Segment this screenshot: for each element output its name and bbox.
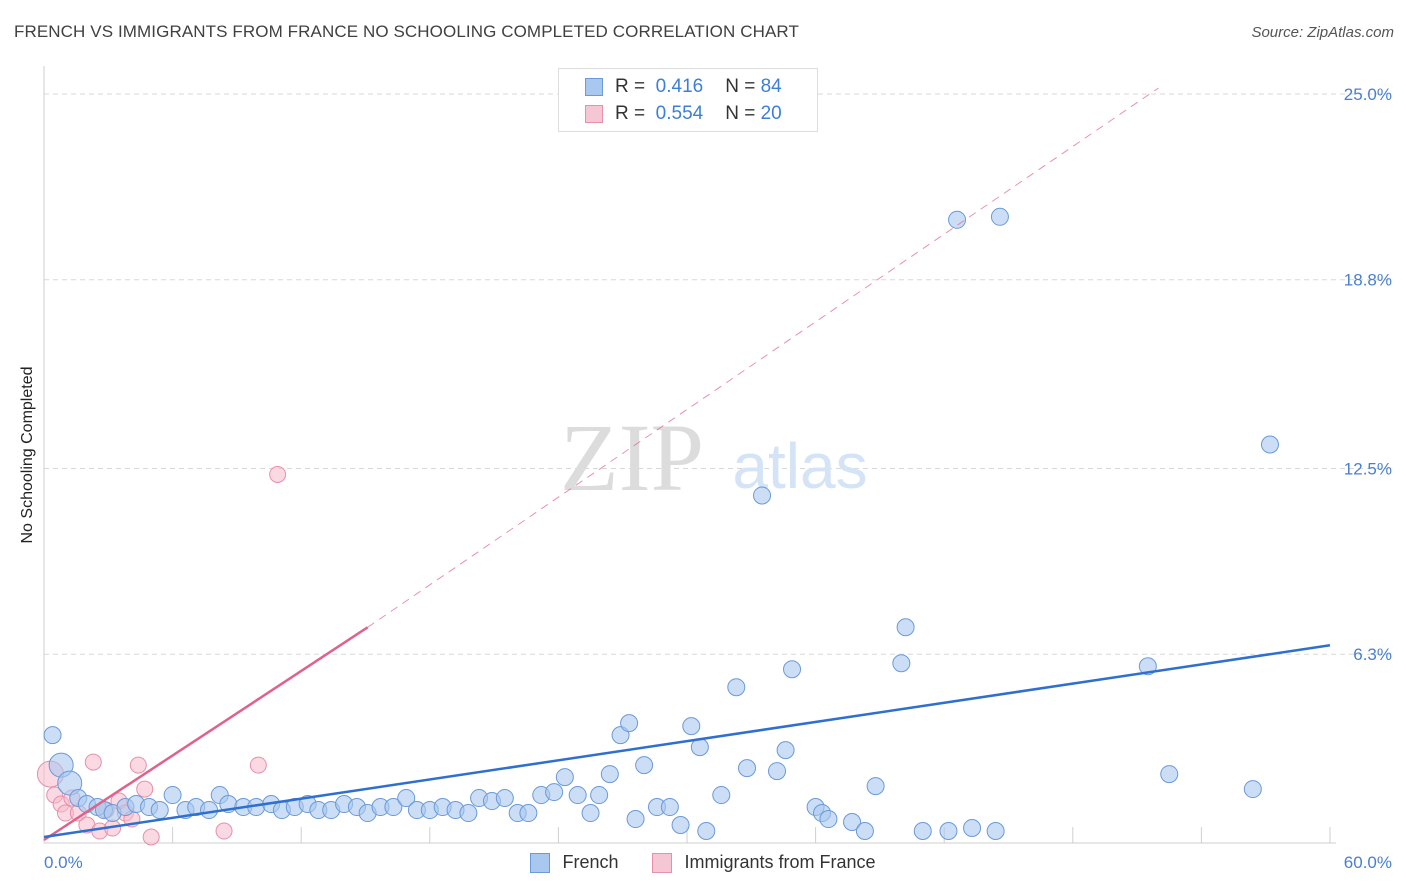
- french-point: [738, 759, 757, 778]
- french-point: [459, 804, 478, 823]
- y-tick-label: 25.0%: [1344, 85, 1392, 104]
- french-point: [892, 654, 911, 673]
- immigrants-point: [215, 822, 233, 840]
- legend-n-value: 20: [760, 103, 782, 124]
- french-point: [697, 822, 716, 841]
- y-tick-label: 6.3%: [1353, 645, 1392, 664]
- bottom-legend-swatch-immigrants: [652, 852, 673, 873]
- french-point: [620, 714, 639, 733]
- immigrants-point: [142, 828, 160, 846]
- bottom-legend: French Immigrants from France: [0, 852, 1406, 873]
- chart-title: FRENCH VS IMMIGRANTS FROM FRANCE NO SCHO…: [14, 22, 799, 41]
- bottom-legend-french[interactable]: French: [530, 852, 618, 873]
- bottom-legend-immigrants[interactable]: Immigrants from France: [652, 852, 876, 873]
- french-point: [913, 822, 932, 841]
- legend-n-label: N =: [725, 103, 756, 124]
- french-point: [626, 810, 645, 829]
- french-point: [776, 741, 795, 760]
- legend-r-value: 0.554: [655, 103, 704, 124]
- french-point: [783, 660, 802, 679]
- french-point: [671, 816, 690, 835]
- legend-r-label: R =: [615, 103, 646, 124]
- french-points: [43, 207, 1279, 841]
- french-point: [753, 486, 772, 505]
- french-point: [866, 777, 885, 796]
- immigrants-trend-line: [43, 626, 369, 842]
- french-point: [555, 768, 574, 787]
- watermark: ZIP atlas: [560, 404, 868, 511]
- french-point: [768, 762, 787, 781]
- y-tick-label: 12.5%: [1344, 459, 1392, 478]
- trend-lines: [43, 87, 1331, 842]
- french-point: [819, 810, 838, 829]
- french-point: [545, 783, 564, 802]
- french-point: [1138, 657, 1157, 676]
- french-point: [1160, 765, 1179, 784]
- legend-n-label: N =: [725, 76, 756, 97]
- french-point: [1260, 435, 1279, 454]
- immigrants-trend-extension: [367, 87, 1159, 628]
- tick-labels: 6.3% 12.5% 18.8% 25.0% 0.0% 60.0%: [44, 85, 1392, 872]
- french-point: [963, 819, 982, 838]
- french-point: [939, 822, 958, 841]
- legend-box: R = 0.416 N = 84 R = 0.554 N = 20: [558, 68, 818, 132]
- y-tick-label: 18.8%: [1344, 271, 1392, 290]
- french-point: [495, 789, 514, 808]
- bottom-legend-label-immigrants: Immigrants from France: [684, 852, 876, 872]
- legend-r-label: R =: [615, 76, 646, 97]
- french-point: [163, 786, 182, 805]
- immigrants-point: [136, 780, 154, 798]
- x-tick-label: 0.0%: [44, 853, 83, 872]
- immigrants-point: [84, 753, 102, 771]
- french-point: [150, 801, 169, 820]
- french-point: [896, 618, 915, 637]
- french-point: [590, 786, 609, 805]
- french-point: [843, 813, 862, 832]
- legend-r-value: 0.416: [655, 76, 704, 97]
- immigrants-point: [269, 465, 287, 483]
- x-tick-label: 60.0%: [1344, 853, 1392, 872]
- french-point: [397, 789, 416, 808]
- watermark-zip: ZIP: [560, 404, 704, 511]
- french-point: [727, 678, 746, 697]
- french-point: [57, 770, 83, 796]
- french-point: [682, 717, 701, 736]
- legend-row-french: R = 0.416 N = 84: [585, 75, 782, 99]
- french-trend-line: [43, 644, 1331, 839]
- source-label: Source: ZipAtlas.com: [1251, 24, 1394, 41]
- french-point: [1243, 780, 1262, 799]
- legend-n-value: 84: [760, 76, 782, 97]
- bottom-legend-swatch-french: [530, 852, 551, 873]
- french-point: [43, 726, 62, 745]
- french-point: [384, 798, 403, 817]
- french-point: [635, 756, 654, 775]
- french-point: [855, 822, 874, 841]
- french-point: [568, 786, 587, 805]
- watermark-atlas: atlas: [732, 430, 867, 502]
- legend-swatch-immigrants: [585, 105, 603, 123]
- french-point: [600, 765, 619, 784]
- french-point: [581, 804, 600, 823]
- french-point: [660, 798, 679, 817]
- immigrants-point: [249, 756, 267, 774]
- french-point: [712, 786, 731, 805]
- french-point: [948, 210, 967, 229]
- immigrants-point: [129, 756, 147, 774]
- french-point: [990, 207, 1009, 226]
- legend-swatch-french: [585, 78, 603, 96]
- french-point: [519, 804, 538, 823]
- bottom-legend-label-french: French: [562, 852, 619, 872]
- legend-row-immigrants: R = 0.554 N = 20: [585, 102, 782, 126]
- french-point: [986, 822, 1005, 841]
- grid: [44, 93, 1392, 655]
- french-point: [200, 801, 219, 820]
